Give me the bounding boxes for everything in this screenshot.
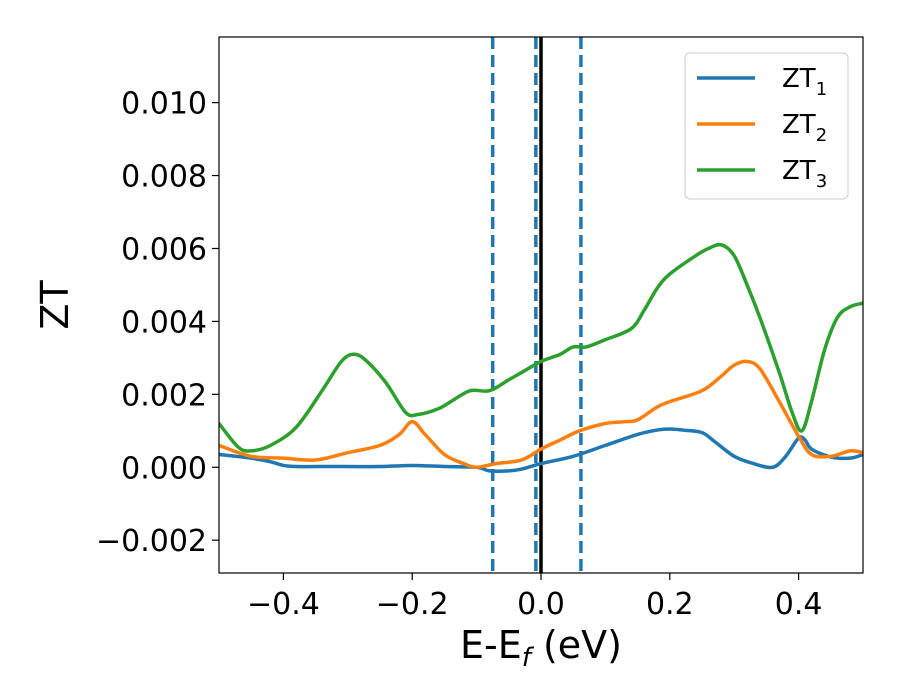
legend-label-zt2: ZT2 bbox=[782, 110, 827, 146]
x-axis-label: E-Ef (eV) bbox=[460, 623, 622, 673]
legend-box bbox=[684, 52, 849, 200]
x-tick-label: −0.2 bbox=[376, 587, 449, 622]
y-tick-label: −0.002 bbox=[96, 524, 207, 559]
x-axis-label-unit: (eV) bbox=[531, 623, 622, 667]
series-line-zt3 bbox=[219, 242, 863, 453]
y-tick-label: 0.000 bbox=[121, 451, 207, 486]
y-tick-label: 0.010 bbox=[121, 87, 207, 122]
x-tick-label: 0.2 bbox=[646, 587, 694, 622]
series-line-zt2 bbox=[219, 359, 863, 470]
y-tick-label: 0.002 bbox=[121, 378, 207, 413]
legend-label-subscript: 2 bbox=[816, 125, 827, 146]
legend-label-main: ZT bbox=[782, 156, 816, 186]
x-axis-label-main: E-E bbox=[460, 623, 522, 667]
y-tick-label: 0.004 bbox=[121, 305, 207, 340]
legend-label-main: ZT bbox=[782, 110, 816, 140]
reference-lines bbox=[490, 37, 583, 573]
x-axis-ticks: −0.4 −0.2 0.0 0.2 0.4 bbox=[247, 573, 822, 622]
y-tick-label: 0.008 bbox=[121, 160, 207, 195]
y-axis-ticks: −0.002 0.000 0.002 0.004 0.006 0.008 0.010 bbox=[96, 87, 219, 559]
legend-label-zt1: ZT1 bbox=[782, 64, 827, 100]
x-tick-label: 0.0 bbox=[517, 587, 565, 622]
series-line-zt1 bbox=[219, 427, 863, 473]
legend-label-zt3: ZT3 bbox=[782, 156, 827, 192]
legend-label-subscript: 3 bbox=[816, 171, 827, 192]
x-tick-label: −0.4 bbox=[247, 587, 320, 622]
y-axis-label: ZT bbox=[33, 280, 77, 330]
legend-label-subscript: 1 bbox=[816, 79, 827, 100]
legend-label-main: ZT bbox=[782, 64, 816, 94]
series-lines bbox=[219, 242, 863, 473]
y-tick-label: 0.006 bbox=[121, 232, 207, 267]
x-tick-label: 0.4 bbox=[775, 587, 823, 622]
